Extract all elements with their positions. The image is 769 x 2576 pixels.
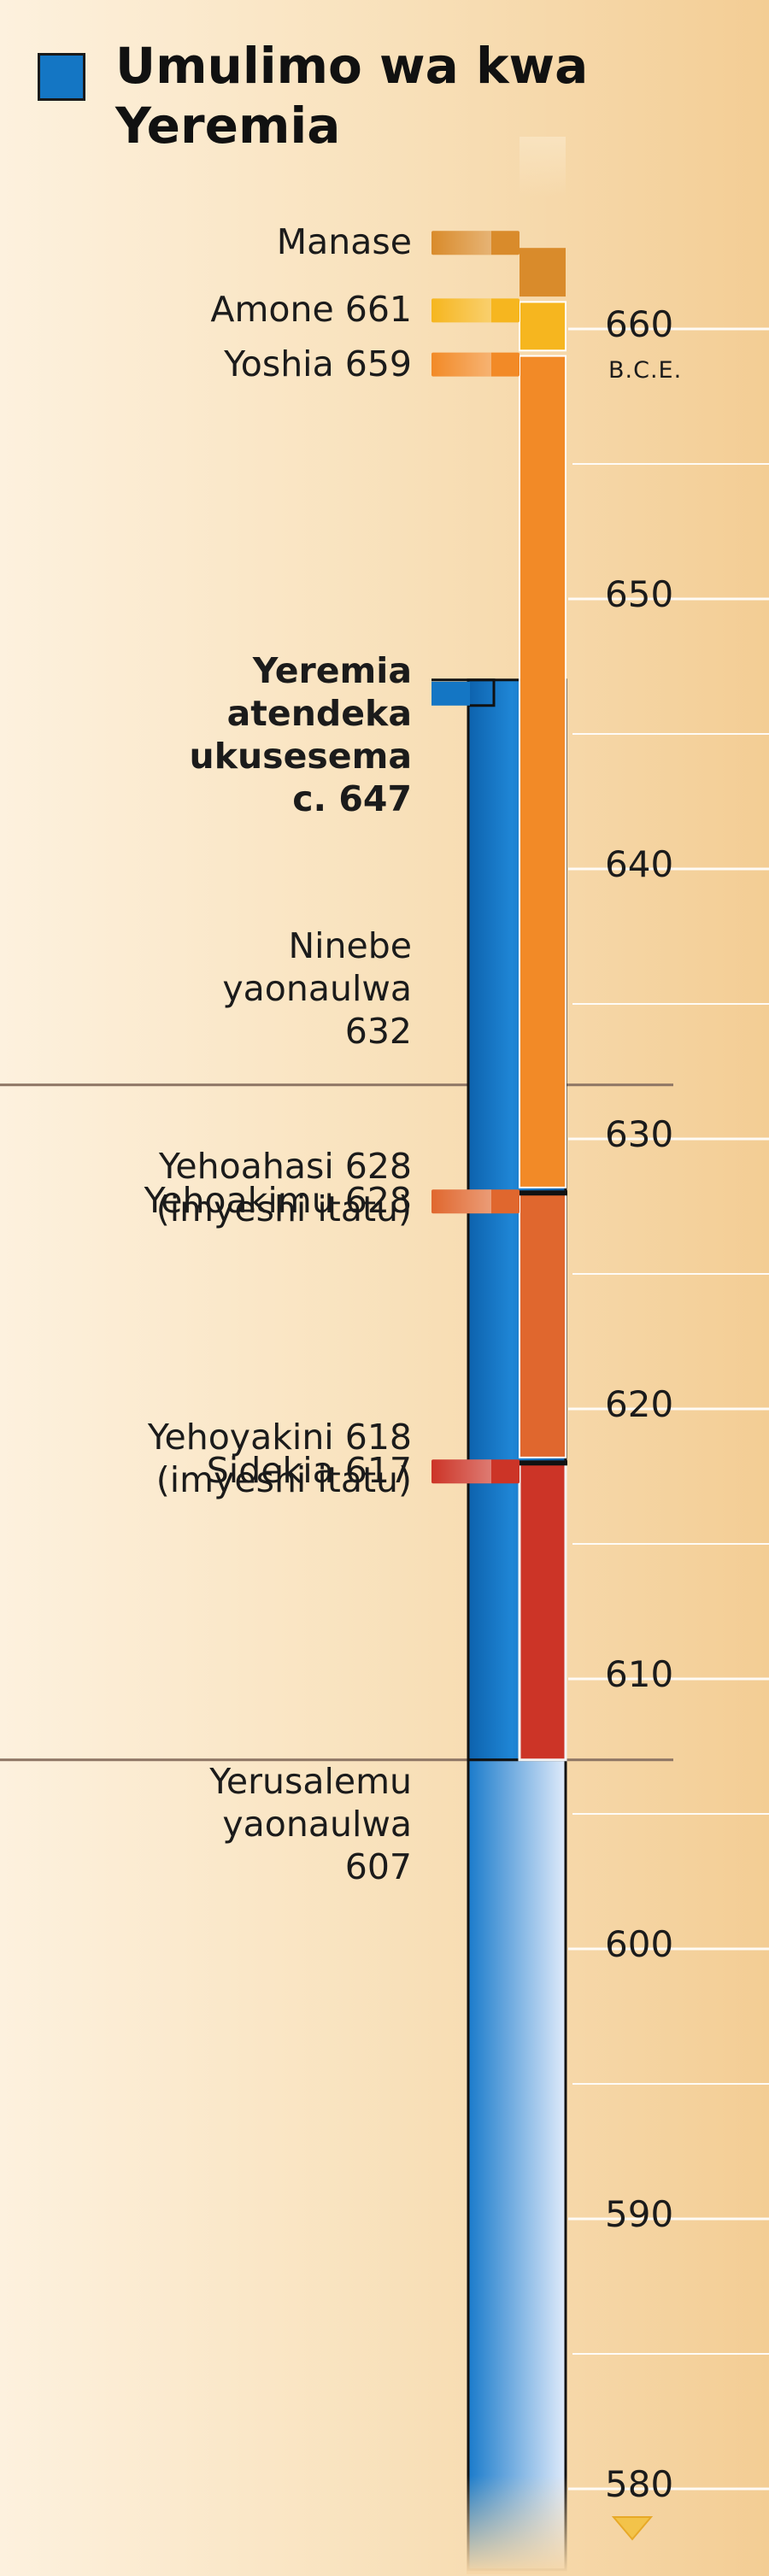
king-connector <box>431 298 520 323</box>
king-label: Sidekia 617 <box>206 1450 412 1492</box>
king-segment <box>520 248 566 297</box>
tick-label: 660 <box>605 303 674 345</box>
king-label: Manase <box>276 221 412 263</box>
event-label-line: 607 <box>344 1846 412 1887</box>
event-label-line: ukusesema <box>189 736 412 777</box>
event-label: Yerusalemu yaonaulwa 607 <box>209 1760 412 1888</box>
chart-title: Umulimo wa kwa Yeremia <box>115 37 589 155</box>
kings-bar-top-fade <box>520 137 566 197</box>
tick-label: 630 <box>605 1113 674 1155</box>
king-segment <box>519 1462 566 1761</box>
king-connector <box>431 352 520 377</box>
king-connector-highlight <box>431 1459 491 1484</box>
tick-label: 650 <box>605 573 674 615</box>
event-label-line: 632 <box>344 1011 412 1052</box>
king-label: Yoshia 659 <box>224 343 412 384</box>
label-connectors <box>431 231 567 1484</box>
king-connector <box>431 1459 520 1484</box>
ministry-bar-bottom-fade <box>467 2475 567 2574</box>
king-connector-highlight <box>431 231 491 255</box>
king-connector <box>431 1189 520 1214</box>
king-connector-highlight <box>431 352 491 377</box>
king-connector-highlight <box>431 298 491 323</box>
event-label-line: (imyeshi itatu) <box>156 1459 412 1500</box>
legend-swatch <box>38 53 85 101</box>
event-label-line: yaonaulwa <box>222 1804 412 1845</box>
event-label: Ninebe yaonaulwa 632 <box>222 924 412 1053</box>
king-connector-highlight <box>431 1189 491 1214</box>
event-label: Yehoyakini 618 (imyeshi itatu) <box>148 1416 412 1501</box>
ministry-bar-fade <box>467 1758 567 2572</box>
event-label-line: Yehoyakini 618 <box>147 1417 412 1458</box>
king-segment <box>519 355 566 1188</box>
king-label: Yehoakimu 628 <box>144 1180 412 1222</box>
tick-label: 620 <box>605 1383 674 1425</box>
event-label-line: yaonaulwa <box>222 968 412 1009</box>
ministry-start-tab <box>431 681 470 706</box>
continuation-arrow-icon <box>611 2516 654 2541</box>
tick-label: 640 <box>605 843 674 885</box>
event-label-line: Yeremia <box>252 650 412 691</box>
kings-bar <box>518 137 567 1762</box>
event-label-line: Yehoahasi 628 <box>158 1146 412 1187</box>
event-label-line: Yerusalemu <box>209 1761 412 1802</box>
king-label: Amone 661 <box>210 289 412 331</box>
king-segment <box>519 1192 566 1458</box>
tick-label: 600 <box>605 1923 674 1965</box>
tick-label: 590 <box>605 2193 674 2235</box>
era-label: B.C.E. <box>608 357 683 384</box>
king-connector <box>431 231 520 255</box>
tick-lines <box>568 327 769 2491</box>
event-label-line: c. 647 <box>292 778 412 819</box>
tick-label: 580 <box>605 2463 674 2505</box>
tick-label: 610 <box>605 1653 674 1695</box>
event-label: Yeremia atendeka ukusesema c. 647 <box>190 649 412 820</box>
event-label-line: (imyeshi itatu) <box>156 1188 412 1229</box>
event-label-line: Ninebe <box>288 925 412 966</box>
king-segment <box>519 301 566 352</box>
event-label: Yehoahasi 628 (imyeshi itatu) <box>156 1145 412 1230</box>
event-label-line: atendeka <box>226 693 412 734</box>
